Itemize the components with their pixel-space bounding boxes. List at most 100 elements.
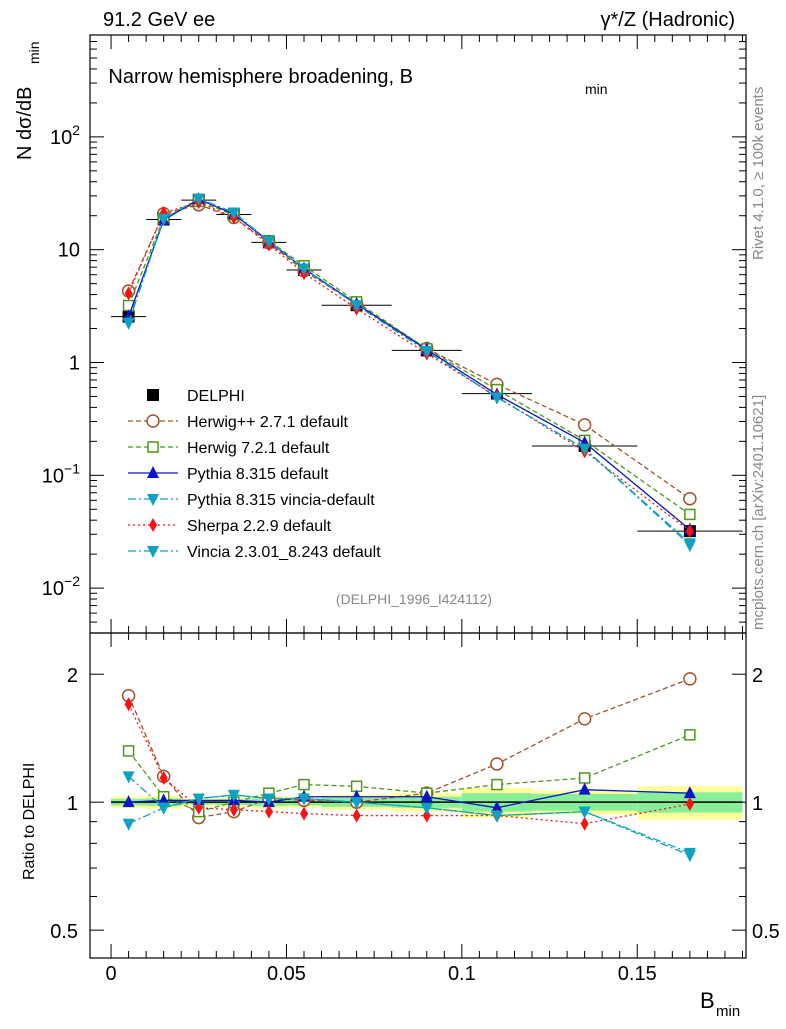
main-title: Narrow hemisphere broadening, B: [108, 66, 413, 88]
series-point: [350, 300, 363, 313]
ratio-point: [229, 802, 238, 817]
series-point: [122, 317, 135, 330]
main-title-subscript: min: [585, 81, 608, 97]
series-0: [111, 194, 743, 538]
legend-item-6: Vincia 2.3.01_8.243 default: [128, 544, 381, 561]
ratio-y-tick-label-right: 1: [752, 793, 763, 815]
series-point: [192, 193, 205, 206]
legend: DELPHI Herwig++ 2.7.1 default Herwig 7.2.1…: [128, 388, 381, 561]
legend-marker: [147, 494, 159, 506]
ratio-point: [683, 850, 696, 863]
ratio-point: [122, 771, 135, 784]
legend-marker: [147, 466, 159, 478]
ratio-y-tick-label: 1: [67, 793, 78, 815]
header-process: γ*/Z (Hadronic): [601, 9, 735, 31]
legend-marker: [146, 414, 160, 428]
y-tick-label: 1: [69, 352, 80, 374]
ratio-point: [122, 795, 135, 808]
ratio-point: [350, 797, 363, 810]
ratio-point: [491, 778, 503, 791]
ratio-point: [159, 770, 168, 785]
ratio-point: [124, 697, 133, 712]
main-marks: [111, 192, 743, 553]
legend-label: Pythia 8.315 vincia-default: [187, 492, 375, 509]
series-line: [127, 201, 691, 532]
legend-label: Herwig 7.2.1 default: [187, 440, 330, 457]
legend-label: Pythia 8.315 default: [187, 466, 329, 483]
y-tick-label: 10−1: [42, 460, 80, 487]
legend-label: Herwig++ 2.7.1 default: [187, 414, 349, 431]
ratio-point: [264, 804, 273, 819]
ratio-point: [683, 786, 696, 799]
x-tick-label: 0.15: [618, 963, 657, 985]
x-axis-label: B: [700, 988, 715, 1013]
ratio-point: [194, 800, 203, 815]
y-tick-label: 102: [50, 122, 80, 149]
ratio-point: [192, 793, 205, 806]
analysis-watermark: (DELPHI_1996_I424112): [336, 591, 492, 607]
legend-marker: [147, 546, 159, 558]
ratio-point: [580, 816, 589, 831]
header-energy: 91.2 GeV ee: [103, 9, 215, 31]
mcplots-label: mcplots.cern.ch [arXiv:2401.10621]: [750, 395, 767, 630]
series-point: [577, 418, 592, 432]
ratio-point: [157, 793, 170, 806]
ratio-point: [297, 793, 310, 806]
ratio-y-tick-label: 2: [67, 665, 78, 687]
series-point: [490, 392, 503, 405]
main-ylabel: N dσ/dB min: [14, 41, 42, 160]
ratio-point: [578, 772, 591, 784]
ratio-marks: [121, 672, 697, 863]
y-tick-label: 10−2: [42, 573, 80, 600]
ratio-ylabel: Ratio to DELPHI: [21, 763, 38, 880]
x-tick-label: 0: [105, 963, 116, 985]
ratio-point: [684, 729, 696, 741]
ratio-point: [490, 800, 503, 813]
x-tick-label: 0.05: [267, 963, 306, 985]
legend-item-1: Herwig++ 2.7.1 default: [128, 414, 349, 431]
ratio-point: [157, 802, 170, 815]
ratio-point: [422, 808, 431, 823]
legend-item-2: Herwig 7.2.1 default: [128, 440, 330, 457]
ratio-point: [490, 757, 504, 771]
series-line: [127, 204, 691, 500]
ratio-point: [227, 789, 240, 802]
x-axis-label-subscript: min: [716, 1003, 740, 1020]
series-point: [157, 213, 170, 226]
series-point: [683, 540, 696, 553]
ratio-axis-ticks: 0.5 0.5 1 1 2 2 0 0.05 0.1 0.15: [50, 633, 780, 985]
series-point: [684, 508, 696, 521]
legend-item-4: Pythia 8.315 vincia-default: [128, 492, 375, 509]
legend-item-5: Sherpa 2.2.9 default: [128, 518, 332, 535]
main-ylabel-subscript: min: [26, 41, 42, 64]
legend-marker: [149, 518, 157, 532]
ratio-series-4: [124, 697, 694, 831]
ratio-frame: [89, 632, 747, 959]
series-point: [420, 346, 433, 359]
series-point: [685, 524, 694, 539]
ratio-point: [352, 808, 361, 823]
legend-label: DELPHI: [187, 388, 245, 405]
legend-label: Sherpa 2.2.9 default: [187, 518, 332, 535]
series-point: [124, 286, 133, 301]
main-ylabel-text: N dσ/dB: [14, 87, 36, 161]
ratio-point: [122, 818, 135, 831]
series-point: [297, 263, 310, 276]
ratio-line: [128, 703, 690, 825]
series-5: [124, 195, 694, 539]
ratio-point: [685, 797, 694, 812]
y-tick-label: 10: [58, 240, 80, 262]
x-tick-label: 0.1: [448, 963, 476, 985]
legend-marker: [147, 389, 159, 401]
legend-item-0: DELPHI: [147, 388, 245, 405]
ratio-point: [420, 802, 433, 815]
series-point: [683, 491, 697, 506]
legend-label: Vincia 2.3.01_8.243 default: [187, 544, 381, 561]
ratio-y-tick-label-right: 2: [752, 665, 763, 687]
ratio-point: [578, 782, 591, 795]
ratio-point: [298, 778, 310, 791]
main-panel: 10−2 10−1 1 10 102 Narrow hemisphere broaden…: [14, 34, 747, 634]
ratio-series-5: [122, 789, 696, 863]
legend-item-3: Pythia 8.315 default: [128, 466, 329, 483]
